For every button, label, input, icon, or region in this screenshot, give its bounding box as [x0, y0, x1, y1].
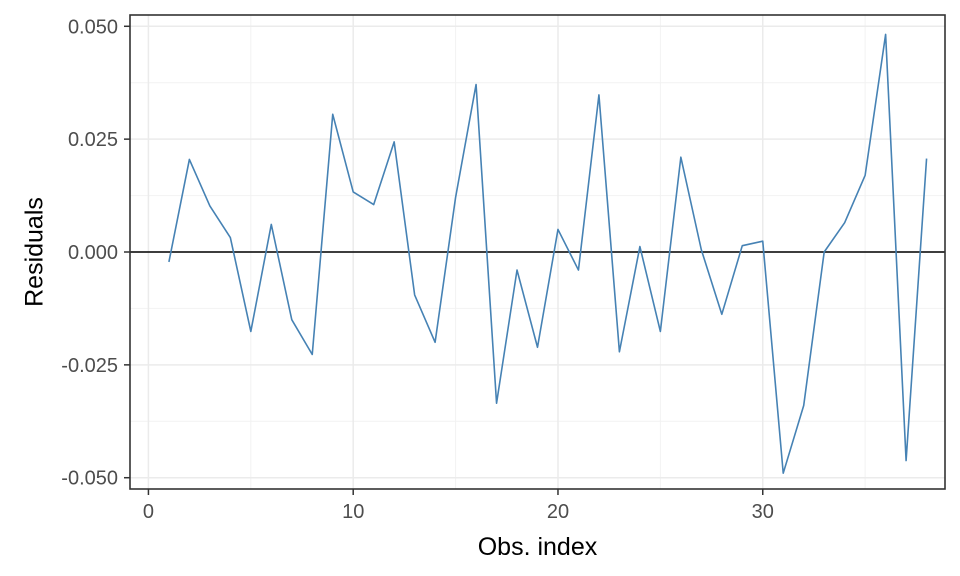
x-axis-ticks: 0 10 20 30: [143, 489, 774, 523]
series-layer: [168, 33, 928, 475]
x-tick-label: 20: [547, 501, 569, 523]
x-axis-title: Obs. index: [478, 533, 598, 561]
y-tick-label: -0.025: [61, 355, 118, 377]
y-tick-label: 0.025: [68, 129, 118, 151]
y-tick-label: 0.050: [68, 16, 118, 38]
residual-series-line: [168, 33, 928, 475]
x-tick-label: 30: [752, 501, 774, 523]
y-tick-label: 0.000: [68, 242, 118, 264]
y-axis-ticks: -0.050 -0.025 0.000 0.025 0.050: [61, 16, 130, 490]
x-tick-label: 0: [143, 501, 154, 523]
x-tick-label: 10: [342, 501, 364, 523]
y-axis-title: Residuals: [21, 197, 49, 307]
y-tick-label: -0.050: [61, 468, 118, 490]
